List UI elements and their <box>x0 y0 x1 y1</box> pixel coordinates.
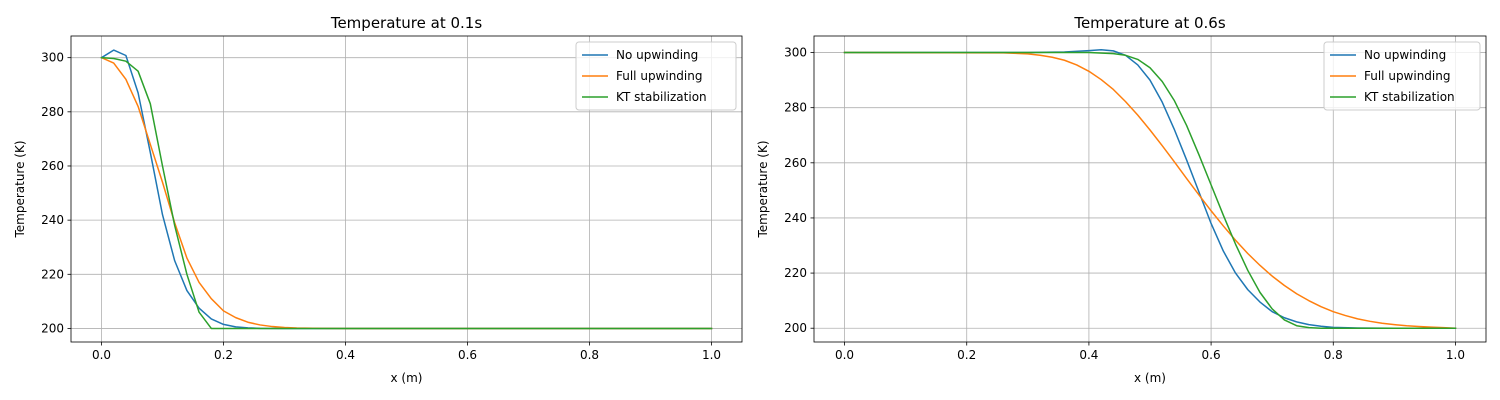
x-tick-label: 0.8 <box>580 348 599 362</box>
x-tick-label: 0.6 <box>1202 348 1221 362</box>
x-axis-label: x (m) <box>391 371 423 385</box>
x-tick-label: 0.4 <box>1079 348 1098 362</box>
legend-box <box>575 41 737 111</box>
chart-title: Temperature at 0.6s <box>1073 14 1225 32</box>
y-tick-label: 280 <box>41 105 64 119</box>
chart-temperature-0-1s: Temperature at 0.1s 0.0 0.2 0.4 0.6 0.8 1.0 200… <box>13 14 743 385</box>
chart-temperature-0-6s: Temperature at 0.6s 0.0 0.2 0.4 0.6 0.8 1.0 200… <box>756 14 1487 385</box>
x-tick-label: 0.6 <box>458 348 477 362</box>
y-axis-label: Temperature (K) <box>756 140 770 238</box>
series-line-no-upwinding <box>843 49 1457 329</box>
legend-label: No upwinding <box>616 48 698 62</box>
x-tick-label: 0.0 <box>92 348 111 362</box>
y-tick-label: 260 <box>41 159 64 173</box>
legend: No upwinding Full upwinding KT stabilizati… <box>1323 41 1481 111</box>
plot-frame <box>70 35 743 343</box>
x-axis-label: x (m) <box>1134 371 1166 385</box>
y-tick-label: 300 <box>41 51 64 65</box>
chart-title: Temperature at 0.1s <box>330 14 482 32</box>
x-tick-label: 0.8 <box>1324 348 1343 362</box>
x-tick-label: 0.2 <box>957 348 976 362</box>
y-tick-label: 220 <box>41 267 64 281</box>
x-tick-label: 0.0 <box>835 348 854 362</box>
x-tick-label: 1.0 <box>702 348 721 362</box>
series-lines <box>843 49 1457 330</box>
legend-label: No upwinding <box>1364 48 1446 62</box>
y-tick-label: 240 <box>784 211 807 225</box>
y-axis-label: Temperature (K) <box>13 140 27 238</box>
y-tick-label: 240 <box>41 213 64 227</box>
y-tick-label: 200 <box>784 321 807 335</box>
legend-label: KT stabilization <box>1364 90 1455 104</box>
series-line-full-upwinding <box>843 51 1457 330</box>
y-tick-label: 280 <box>784 101 807 115</box>
legend-label: Full upwinding <box>616 69 702 83</box>
series-line-kt-stabilization <box>843 51 1457 329</box>
series-line-kt-stabilization <box>100 56 713 330</box>
x-tick-label: 1.0 <box>1446 348 1465 362</box>
legend: No upwinding Full upwinding KT stabilizati… <box>575 41 737 111</box>
legend-label: Full upwinding <box>1364 69 1450 83</box>
series-lines <box>100 49 713 330</box>
y-tick-label: 220 <box>784 266 807 280</box>
x-tick-label: 0.4 <box>336 348 355 362</box>
plot-frame <box>813 35 1487 343</box>
x-tick-label: 0.2 <box>214 348 233 362</box>
legend-box <box>1323 41 1481 111</box>
legend-label: KT stabilization <box>616 90 707 104</box>
y-tick-label: 200 <box>41 321 64 335</box>
y-tick-label: 260 <box>784 156 807 170</box>
y-tick-label: 300 <box>784 46 807 60</box>
